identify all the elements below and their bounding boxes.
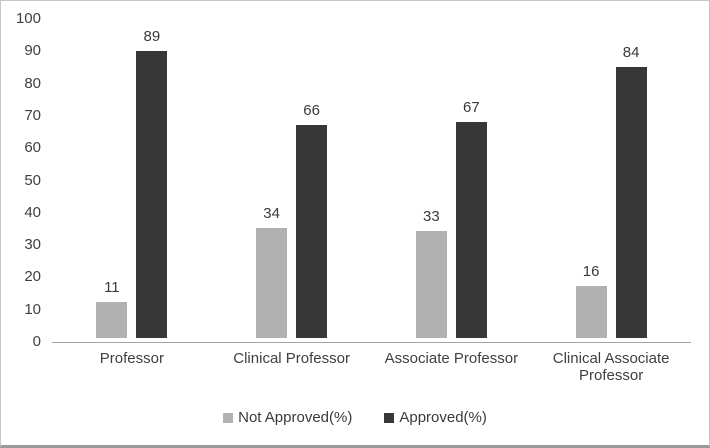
bar-group-not-approved: 33: [415, 208, 447, 338]
value-label: 66: [303, 101, 320, 119]
x-axis-label: Clinical Associate Professor: [552, 350, 670, 384]
legend-swatch-icon: [223, 412, 234, 423]
legend: Not Approved(%) Approved(%): [1, 409, 709, 426]
category-group: 34 66: [256, 101, 328, 338]
value-label: 11: [104, 279, 120, 297]
x-axis-label: Clinical Professor: [233, 350, 350, 367]
bar: [415, 231, 447, 338]
value-label: 89: [143, 27, 161, 45]
y-axis-label: 70: [24, 106, 41, 124]
value-label: 67: [463, 98, 480, 116]
category-group: 33 67: [415, 98, 487, 338]
y-axis-label: 100: [15, 10, 41, 27]
legend-swatch-icon: [384, 412, 395, 423]
bar: [96, 302, 128, 338]
bar-group-approved: 89: [136, 27, 168, 338]
y-axis-label: 10: [24, 300, 41, 318]
y-axis-label: 80: [24, 74, 41, 92]
value-label: 16: [582, 263, 600, 281]
bar-group-approved: 66: [296, 101, 328, 338]
legend-label: Not Approved(%): [238, 409, 353, 426]
category-group: 11 89: [96, 27, 168, 338]
y-axis-label: 50: [24, 171, 41, 189]
bar: [615, 66, 647, 338]
y-axis: 0 10 20 30 40 50 60 70 80 90 100: [1, 1, 43, 445]
bar: [256, 228, 288, 338]
y-axis-label: 0: [32, 333, 41, 350]
value-label: 33: [423, 208, 440, 226]
bar: [296, 124, 328, 338]
x-axis-label: Professor: [99, 350, 164, 367]
bar: [575, 286, 607, 338]
x-axis-line: [52, 342, 691, 343]
bar: [136, 50, 168, 338]
bar-group-approved: 84: [615, 43, 647, 338]
x-axis-label: Associate Professor: [384, 350, 519, 367]
y-axis-label: 90: [24, 42, 41, 60]
y-axis-label: 60: [24, 139, 41, 157]
category-group: 16 84: [575, 43, 647, 338]
value-label: 34: [263, 205, 280, 223]
bar-group-not-approved: 11: [96, 279, 128, 338]
y-axis-label: 20: [24, 268, 41, 286]
bar-group-not-approved: 34: [256, 205, 288, 338]
legend-item: Not Approved(%): [223, 409, 352, 426]
legend-label: Approved(%): [399, 409, 487, 426]
legend-item: Approved(%): [384, 409, 487, 426]
bar: [455, 121, 487, 338]
x-axis-labels: Professor Clinical Professor Associate Pro…: [52, 350, 691, 384]
y-axis-label: 30: [24, 236, 41, 254]
bar-group-not-approved: 16: [575, 263, 607, 338]
value-label: 84: [622, 43, 640, 61]
bar-group-approved: 67: [455, 98, 487, 338]
y-axis-label: 40: [24, 203, 41, 221]
